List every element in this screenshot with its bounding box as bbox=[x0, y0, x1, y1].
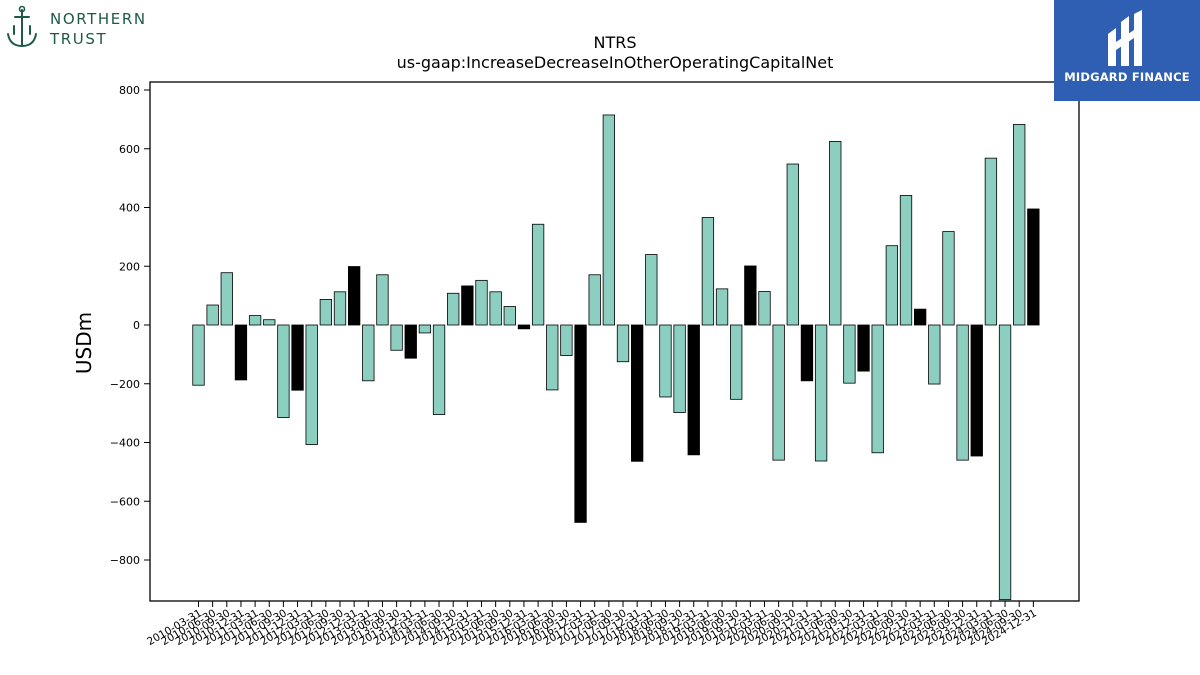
bar bbox=[800, 324, 814, 382]
bar bbox=[263, 319, 276, 326]
bar bbox=[715, 288, 729, 326]
bar bbox=[899, 195, 913, 326]
bar bbox=[305, 324, 318, 445]
chart-subtitle: us-gaap:IncreaseDecreaseInOtherOperating… bbox=[397, 53, 834, 72]
bar bbox=[730, 324, 743, 400]
northern-trust-logo: NORTHERN TRUST bbox=[4, 4, 164, 50]
bar bbox=[206, 304, 219, 326]
anchor-trident-icon bbox=[7, 5, 37, 48]
bar bbox=[843, 324, 856, 384]
bar bbox=[560, 324, 573, 356]
bar bbox=[631, 324, 644, 462]
y-tick-label: −600 bbox=[110, 495, 140, 508]
bar bbox=[956, 324, 969, 461]
bar bbox=[404, 324, 417, 359]
bar bbox=[447, 292, 460, 326]
bar bbox=[517, 324, 531, 330]
bar bbox=[234, 324, 248, 381]
bar bbox=[914, 308, 927, 326]
bar bbox=[970, 324, 983, 457]
x-axis: 2010-03-312010-06-302010-09-302010-12-31… bbox=[145, 601, 1039, 648]
bar bbox=[574, 324, 587, 523]
bar bbox=[998, 324, 1012, 601]
bar bbox=[461, 285, 474, 326]
bar bbox=[645, 254, 658, 326]
bar bbox=[531, 223, 545, 326]
midgard-finance-logo: MIDGARD FINANCE bbox=[1054, 0, 1200, 101]
bar bbox=[857, 324, 870, 372]
bar bbox=[432, 324, 446, 415]
y-tick-label: 600 bbox=[119, 143, 140, 156]
bar-series bbox=[192, 114, 1040, 601]
bar bbox=[772, 324, 785, 461]
bar bbox=[319, 299, 333, 326]
y-axis-label: USDm bbox=[72, 312, 96, 374]
bar bbox=[362, 324, 375, 382]
midgard-emblem-icon bbox=[1108, 10, 1142, 66]
bar bbox=[1013, 123, 1026, 326]
y-tick-label: −400 bbox=[110, 437, 140, 450]
bar bbox=[248, 315, 262, 326]
bar bbox=[602, 114, 615, 326]
bar bbox=[616, 324, 630, 363]
bar bbox=[1027, 208, 1040, 326]
y-tick-label: 400 bbox=[119, 202, 140, 215]
y-tick-label: 800 bbox=[119, 84, 140, 97]
bar bbox=[673, 324, 686, 413]
chart-title: NTRS bbox=[593, 33, 636, 52]
bar bbox=[489, 291, 502, 326]
midgard-finance-name: MIDGARD FINANCE bbox=[1064, 70, 1190, 84]
bar bbox=[475, 279, 488, 326]
bar bbox=[588, 274, 601, 326]
bar bbox=[786, 163, 799, 326]
y-axis: −800 −600 −400 −200 0 200 400 600 800 bbox=[110, 84, 150, 567]
bar bbox=[744, 265, 757, 326]
bar bbox=[546, 324, 559, 391]
bar bbox=[347, 266, 361, 326]
y-tick-label: −200 bbox=[110, 378, 140, 391]
bar bbox=[390, 324, 403, 351]
bar bbox=[277, 324, 290, 418]
bar bbox=[984, 157, 998, 326]
bar bbox=[829, 141, 842, 326]
bar bbox=[814, 324, 828, 462]
y-tick-label: 0 bbox=[133, 319, 140, 332]
bar bbox=[687, 324, 700, 456]
northern-trust-wordmark-line1: NORTHERN bbox=[50, 10, 147, 28]
y-tick-label: 200 bbox=[119, 260, 140, 273]
bar bbox=[758, 291, 771, 326]
bar bbox=[291, 324, 304, 391]
bar bbox=[220, 272, 233, 326]
bar bbox=[192, 324, 205, 386]
bar bbox=[659, 324, 672, 398]
bar bbox=[503, 306, 516, 326]
bar bbox=[418, 324, 432, 334]
bar bbox=[333, 291, 347, 326]
bar bbox=[376, 274, 389, 326]
plot-frame bbox=[149, 81, 1080, 602]
bar bbox=[928, 324, 941, 385]
y-tick-label: −800 bbox=[110, 554, 140, 567]
bar bbox=[942, 231, 955, 326]
bar bbox=[701, 217, 715, 326]
northern-trust-wordmark-line2: TRUST bbox=[50, 30, 108, 48]
bar bbox=[885, 245, 898, 326]
bar bbox=[871, 324, 884, 454]
